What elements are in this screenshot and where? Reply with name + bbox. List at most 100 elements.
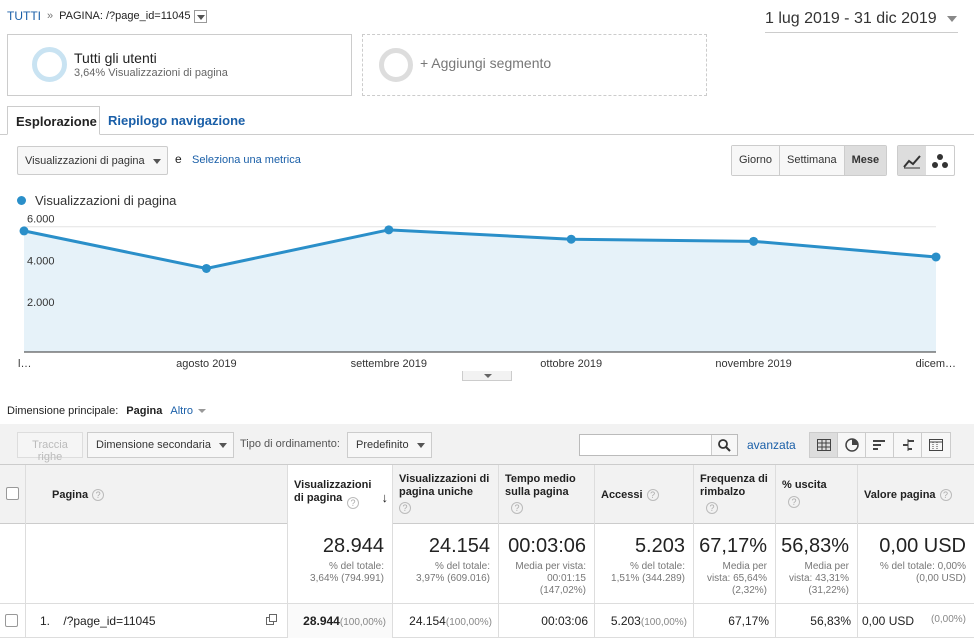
totals-unique-sub2: 3,97% (609.016)	[416, 573, 490, 584]
help-icon[interactable]: ?	[646, 489, 659, 501]
data-point[interactable]	[19, 226, 29, 236]
totals-page-value-sub2: (0,00 USD)	[915, 573, 966, 584]
y-tick-label: 4.000	[27, 255, 55, 267]
chevron-down-icon	[417, 443, 425, 448]
help-icon[interactable]: ?	[939, 489, 952, 501]
advanced-filter-link[interactable]: avanzata	[747, 438, 796, 452]
date-range-label: 1 lug 2019 - 31 dic 2019	[765, 10, 937, 27]
row-time: 00:03:06	[498, 604, 594, 638]
chart-legend: Visualizzazioni di pagina	[17, 193, 176, 208]
track-rows-button[interactable]: Traccia righe	[17, 432, 83, 463]
breadcrumb-root-link[interactable]: TUTTI	[7, 9, 41, 23]
pivot-view-icon[interactable]	[922, 433, 950, 457]
row-checkbox[interactable]	[5, 614, 18, 627]
header-views[interactable]: Visualizzazioni di pagina ? ↓	[287, 465, 392, 524]
data-point[interactable]	[384, 225, 394, 235]
segment-ring-icon	[32, 47, 67, 82]
select-metric-link[interactable]: Seleziona una metrica	[192, 154, 301, 166]
breadcrumb-dropdown-icon[interactable]	[193, 9, 207, 23]
data-point[interactable]	[201, 263, 211, 273]
line-chart-icon[interactable]	[898, 146, 926, 175]
segment-all-users[interactable]: Tutti gli utenti 3,64% Visualizzazioni d…	[7, 34, 352, 96]
comparison-view-icon[interactable]	[894, 433, 922, 457]
data-point[interactable]	[749, 236, 759, 246]
header-exit[interactable]: % uscita?	[775, 465, 857, 524]
table-search-input[interactable]	[579, 434, 738, 456]
sort-type-select[interactable]: Predefinito	[347, 432, 432, 458]
x-tick-label: settembre 2019	[351, 358, 427, 370]
metric-select[interactable]: Visualizzazioni di pagina	[17, 146, 168, 175]
table-header: Pagina? Visualizzazioni di pagina ? ↓ Vi…	[0, 464, 974, 524]
report-tabs: Esplorazione Riepilogo navigazione	[0, 106, 974, 135]
help-icon[interactable]: ?	[399, 502, 411, 514]
row-views: 28.944	[303, 614, 340, 628]
date-range-picker[interactable]: 1 lug 2019 - 31 dic 2019	[765, 10, 958, 33]
totals-exit-sub2: vista: 43,31%	[788, 573, 849, 584]
data-point[interactable]	[566, 234, 576, 244]
header-page[interactable]: Pagina?	[25, 465, 287, 524]
help-icon[interactable]: ?	[347, 497, 359, 509]
totals-bounce-sub3: (2,32%)	[731, 585, 767, 596]
row-page-value-pct: (0,00%)	[930, 614, 966, 625]
row-entrances: 5.203	[610, 614, 641, 628]
y-tick-label: 6.000	[27, 214, 55, 226]
data-table: Pagina? Visualizzazioni di pagina ? ↓ Vi…	[0, 464, 974, 638]
tab-riepilogo-navigazione[interactable]: Riepilogo navigazione	[108, 113, 246, 128]
secondary-dimension-select[interactable]: Dimensione secondaria	[87, 432, 234, 458]
help-icon[interactable]: ?	[511, 502, 523, 514]
period-month-button[interactable]: Mese	[844, 146, 886, 175]
table-controls: Traccia righe Dimensione secondaria Tipo…	[0, 424, 974, 464]
chart-collapse-handle[interactable]	[462, 371, 512, 381]
series-line	[23, 228, 937, 271]
segment-title: Tutti gli utenti	[74, 50, 157, 66]
add-segment-button[interactable]: + Aggiungi segmento	[362, 34, 707, 96]
dimension-other-dropdown[interactable]: Altro	[170, 405, 206, 417]
header-unique-views[interactable]: Visualizzazioni di pagina uniche?	[392, 465, 498, 524]
totals-row: 28.944 % del totale: 3,64% (794.991) 24.…	[0, 524, 974, 604]
help-icon[interactable]: ?	[706, 502, 718, 514]
totals-entrances-sub1: % del totale:	[629, 561, 685, 572]
table-view-icon[interactable]	[810, 433, 838, 457]
table-view-toggle	[809, 432, 951, 458]
totals-time: 00:03:06 Media per vista: 00:01:15 (147,…	[498, 524, 594, 604]
row-page-link[interactable]: /?page_id=11045	[63, 614, 156, 628]
totals-exit-sub3: (31,22%)	[808, 585, 849, 596]
row-entrances-cell: 5.203(100,00%)	[594, 604, 693, 638]
totals-exit-sub1: Media per	[804, 561, 849, 572]
row-unique-cell: 24.154(100,00%)	[392, 604, 498, 638]
header-page-value[interactable]: Valore pagina?	[857, 465, 974, 524]
totals-entrances: 5.203 % del totale: 1,51% (344.289)	[594, 524, 693, 604]
chevron-down-icon	[946, 16, 957, 22]
period-day-button[interactable]: Giorno	[732, 146, 781, 175]
search-icon[interactable]	[711, 435, 737, 455]
data-point[interactable]	[931, 252, 941, 262]
row-exit: 56,83%	[775, 604, 857, 638]
header-time[interactable]: Tempo medio sulla pagina?	[498, 465, 594, 524]
period-week-button[interactable]: Settimana	[780, 146, 845, 175]
performance-view-icon[interactable]	[866, 433, 894, 457]
header-entrances[interactable]: Accessi?	[594, 465, 693, 524]
header-exit-label: % uscita	[782, 479, 827, 491]
x-tick-label: agosto 2019	[176, 358, 237, 370]
dimension-pagina[interactable]: Pagina	[126, 405, 163, 417]
segment-ring-icon	[379, 48, 413, 82]
motion-chart-icon[interactable]	[926, 146, 954, 175]
header-bounce-rate[interactable]: Frequenza di rimbalzo?	[693, 465, 775, 524]
totals-time-sub2: 00:01:15	[547, 573, 586, 584]
header-entrances-label: Accessi	[601, 489, 643, 501]
row-unique: 24.154	[409, 614, 446, 628]
pie-view-icon[interactable]	[838, 433, 866, 457]
secondary-dimension-label: Dimensione secondaria	[96, 439, 211, 451]
row-views-cell: 28.944(100,00%)	[287, 604, 392, 638]
select-all-checkbox[interactable]	[6, 487, 19, 500]
totals-time-sub1: Media per vista:	[515, 561, 586, 572]
totals-unique-value: 24.154	[428, 535, 490, 557]
external-link-icon[interactable]	[266, 614, 277, 628]
tab-esplorazione[interactable]: Esplorazione	[7, 106, 100, 135]
metric-connector: e	[175, 152, 182, 166]
row-page-cell: 1. /?page_id=11045	[25, 604, 287, 638]
help-icon[interactable]: ?	[788, 496, 800, 508]
help-icon[interactable]: ?	[92, 489, 105, 501]
chevron-down-icon	[219, 443, 227, 448]
segment-subtitle: 3,64% Visualizzazioni di pagina	[74, 67, 228, 79]
